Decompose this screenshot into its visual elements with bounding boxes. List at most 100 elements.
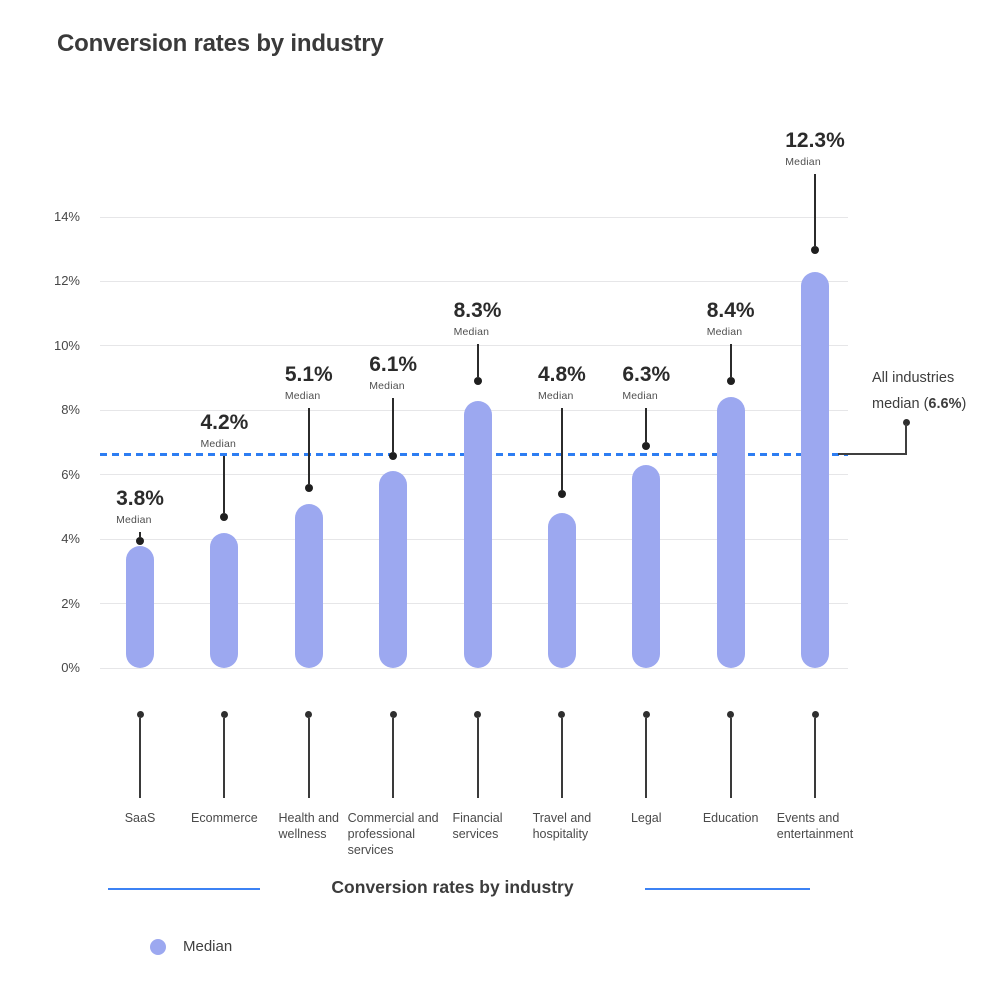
legend-marker-icon (150, 938, 166, 955)
bar-commercial-and-professional-services[interactable] (379, 471, 408, 668)
category-label-line: entertainment (776, 827, 854, 841)
category-label-line: hospitality (532, 827, 589, 841)
category-label: Events and entertainment (777, 810, 853, 842)
category-connector-line (814, 718, 816, 798)
value-label: 4.2% Median (200, 411, 249, 451)
bar-events-and-entertainment[interactable] (801, 271, 829, 668)
legend-item-median[interactable]: Median (150, 938, 232, 955)
callout-line (645, 408, 648, 442)
annotation-line2: median (6.6%) (872, 391, 966, 417)
category-label-line: Travel and (532, 811, 592, 825)
category-connector-line (307, 718, 310, 798)
value-text: 4.8% (537, 363, 586, 386)
value-text: 8.3% (453, 299, 502, 322)
value-sublabel: Median (785, 156, 821, 168)
category-connector-line (223, 718, 226, 798)
value-text: 6.3% (622, 363, 671, 386)
value-text: 12.3% (785, 129, 845, 152)
category-label: Travel and hospitality (533, 810, 592, 842)
bar-financial-services[interactable] (463, 400, 492, 668)
callout-line (476, 344, 479, 377)
bar-health-and-wellness[interactable] (294, 503, 323, 668)
annotation-connector-horizontal-line (838, 453, 906, 455)
category-label-line: SaaS (124, 811, 156, 825)
category-connector-dot (220, 710, 228, 718)
annotation-line2-value: 6.6% (928, 396, 962, 412)
category-label-line: wellness (278, 827, 327, 841)
category-label: SaaS (125, 810, 156, 826)
category-connector-dot (642, 710, 650, 718)
x-axis-title: Conversion rates by industry (331, 877, 574, 897)
bar-legal[interactable] (632, 465, 661, 668)
category-connector-dot (136, 710, 144, 718)
callout-dot (642, 442, 651, 450)
value-label: 8.3% Median (453, 299, 502, 339)
callout-dot (811, 246, 819, 254)
gridline (100, 667, 848, 669)
category-label-line: services (347, 843, 394, 857)
value-label: 12.3% Median (785, 129, 845, 169)
annotation-line1: All industries (872, 370, 955, 386)
category-connector-line (729, 718, 732, 798)
category-connector-dot (727, 710, 735, 718)
callout-line (814, 174, 816, 246)
category-connector-dot (811, 710, 819, 718)
category-label-line: Legal (630, 811, 662, 825)
value-text: 5.1% (284, 363, 333, 386)
callout-line (307, 408, 310, 484)
category-label: Commercial and professional services (348, 810, 439, 858)
value-sublabel: Median (453, 326, 490, 338)
callout-line (560, 408, 563, 490)
category-label-line: professional (347, 827, 416, 841)
category-label: Legal (631, 810, 662, 826)
category-connector-line (139, 718, 141, 798)
value-sublabel: Median (537, 390, 574, 402)
legend-label: Median (183, 938, 233, 955)
axis-title-rule-left (108, 888, 260, 890)
category-label: Financial services (452, 810, 502, 842)
chart-title: Conversion rates by industry (57, 30, 384, 57)
category-connector-dot (389, 710, 397, 718)
value-sublabel: Median (200, 438, 237, 450)
annotation-connector-vertical-line (905, 424, 907, 455)
annotation-line2-prefix: median ( (872, 396, 929, 412)
y-axis-tick-label: 0% (61, 660, 80, 675)
bar-ecommerce[interactable] (210, 532, 239, 668)
category-connector-dot (474, 710, 481, 718)
value-text: 4.2% (200, 411, 249, 434)
value-sublabel: Median (706, 326, 743, 338)
category-label-line: Education (702, 811, 759, 825)
y-axis-tick-label: 6% (61, 466, 80, 482)
callout-dot (557, 490, 566, 498)
value-sublabel: Median (369, 380, 405, 392)
category-label: Ecommerce (191, 810, 258, 826)
callout-dot (304, 484, 313, 492)
reference-annotation: All industries median (6.6%) (872, 365, 966, 417)
annotation-line2-suffix: ) (961, 396, 967, 412)
value-sublabel: Median (116, 514, 152, 526)
bar-saas[interactable] (126, 545, 154, 668)
category-connector-line (560, 718, 563, 798)
callout-dot (220, 513, 229, 521)
annotation-connector-dot (903, 419, 910, 426)
value-label: 3.8% Median (116, 487, 164, 527)
callout-line (223, 456, 226, 513)
callout-line (392, 398, 395, 452)
value-sublabel: Median (622, 390, 658, 402)
y-axis-tick-label: 4% (61, 531, 80, 547)
category-label-line: Events and (776, 811, 840, 825)
category-label-line: Ecommerce (191, 811, 258, 825)
gridline (100, 216, 848, 218)
y-axis-tick-label: 8% (61, 402, 80, 418)
y-axis-tick-label: 12% (53, 273, 80, 289)
callout-line (729, 344, 732, 377)
y-axis-tick-label: 2% (61, 595, 80, 611)
value-label: 6.1% Median (369, 354, 417, 393)
bar-travel-and-hospitality[interactable] (547, 513, 576, 668)
y-axis-tick-label: 14% (53, 209, 80, 224)
category-label: Education (703, 810, 759, 826)
value-text: 3.8% (116, 487, 164, 510)
bar-education[interactable] (716, 397, 745, 668)
